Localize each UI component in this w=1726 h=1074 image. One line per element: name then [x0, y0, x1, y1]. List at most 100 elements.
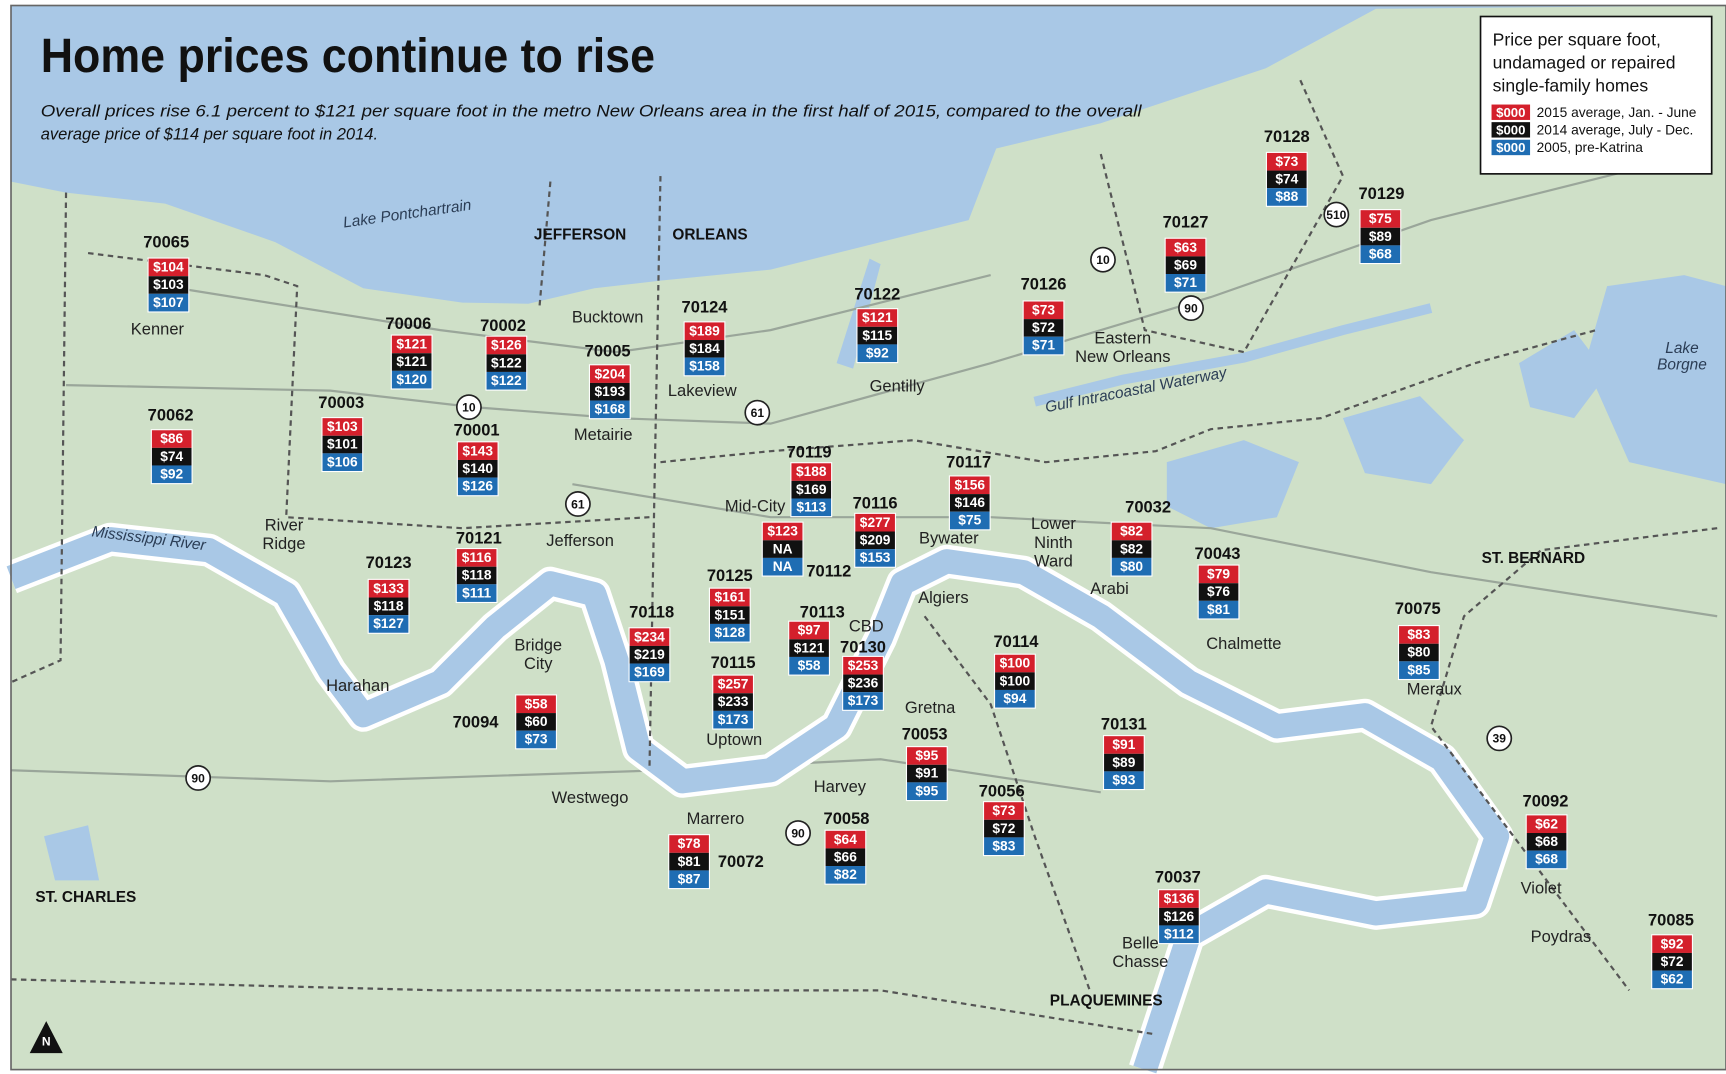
price-swatch — [456, 549, 497, 567]
price-label: $115 — [862, 328, 892, 343]
price-label: $277 — [860, 515, 891, 530]
price-swatch — [995, 654, 1035, 673]
zip-code: 70129 — [1359, 185, 1405, 203]
price-label: $169 — [634, 665, 665, 680]
price-label: $121 — [396, 354, 427, 369]
price-label: $68 — [1369, 246, 1392, 261]
zip-code: 70126 — [1021, 275, 1067, 293]
price-swatch — [391, 353, 432, 371]
legend-label: 2014 average, July - Dec. — [1537, 123, 1694, 138]
zip-code: 70056 — [979, 783, 1025, 801]
place-label: Gentilly — [870, 378, 926, 396]
region-label: ST. BERNARD — [1482, 550, 1585, 567]
price-swatch — [825, 848, 866, 867]
price-label: $106 — [327, 454, 358, 469]
legend-title: single-family homes — [1493, 76, 1649, 96]
price-swatch — [709, 606, 750, 624]
place-label: River — [265, 516, 304, 534]
place-label: Meraux — [1407, 680, 1463, 698]
price-label: $68 — [1535, 852, 1558, 867]
price-label: $127 — [373, 616, 404, 631]
zip-area: 70118 $234 $219 $169 — [628, 603, 674, 683]
zip-area: 70092 $62 $68 $68 — [1523, 793, 1568, 870]
zip-area: 70127 $63 $69 $71 — [1163, 214, 1208, 293]
highway-number: 510 — [1326, 208, 1346, 222]
price-swatch — [151, 430, 192, 448]
north-arrow — [29, 1021, 63, 1054]
price-label: $86 — [160, 431, 183, 446]
price-label: NA — [773, 541, 793, 556]
price-swatch — [1360, 245, 1401, 263]
price-swatch — [1399, 626, 1439, 644]
price-label: $104 — [153, 260, 184, 275]
place-label: Bywater — [919, 530, 979, 548]
zip-area: 70125 $161 $151 $128 — [707, 567, 753, 643]
price-swatch — [843, 674, 883, 693]
zip-code: 70113 — [800, 603, 845, 621]
zip-code: 70115 — [711, 654, 756, 672]
price-label: $81 — [678, 854, 701, 869]
price-label: $158 — [689, 359, 720, 374]
price-label: $71 — [1174, 275, 1197, 290]
price-swatch — [456, 584, 497, 602]
price-label: $209 — [860, 532, 891, 547]
highway-shield — [1090, 246, 1116, 273]
price-label: $123 — [767, 524, 798, 539]
legend-swatch — [1491, 122, 1531, 138]
region-label: ORLEANS — [672, 227, 747, 244]
price-swatch — [1159, 925, 1199, 944]
place-label: CBD — [849, 618, 884, 636]
highway-shield — [1486, 725, 1513, 752]
zip-area: 70126 $73 $72 $71 — [1021, 275, 1067, 356]
zip-code: 70131 — [1101, 716, 1147, 734]
price-swatch — [1023, 301, 1064, 320]
zip-code: 70072 — [718, 853, 764, 871]
price-swatch — [709, 623, 750, 642]
place-label: City — [524, 655, 553, 673]
price-swatch — [1111, 540, 1152, 558]
zip-code: 70122 — [854, 285, 900, 303]
price-label: $83 — [1407, 627, 1430, 642]
place-label: Marrero — [687, 810, 745, 828]
price-swatch — [1165, 238, 1206, 257]
place-label: New Orleans — [1075, 348, 1170, 366]
price-swatch — [789, 656, 829, 675]
price-swatch — [791, 463, 832, 481]
price-swatch — [1111, 557, 1152, 576]
price-swatch — [486, 371, 527, 390]
price-swatch — [762, 557, 803, 576]
zip-code: 70119 — [787, 444, 832, 462]
price-swatch — [590, 400, 630, 419]
price-swatch — [713, 710, 753, 729]
place-label: Chasse — [1112, 953, 1168, 971]
price-label: $151 — [715, 607, 746, 622]
highway-shield — [785, 820, 811, 846]
price-label: $94 — [1003, 691, 1026, 706]
price-label: $101 — [327, 437, 358, 452]
legend-swatch-label: $000 — [1496, 105, 1525, 120]
zip-code: 70006 — [385, 315, 431, 333]
price-label: $75 — [1369, 211, 1392, 226]
price-swatch — [148, 276, 189, 294]
roads — [10, 163, 1718, 794]
legend-label: 2015 average, Jan. - June — [1537, 105, 1697, 120]
title: Home prices continue to rise — [41, 29, 655, 83]
price-label: $111 — [462, 585, 491, 600]
zip-area: 70131 $91 $89 $93 — [1101, 716, 1147, 791]
zip-area: 70005 $204 $193 $168 — [585, 342, 631, 420]
price-swatch — [391, 370, 432, 389]
price-label: $121 — [396, 337, 427, 352]
price-swatch — [629, 645, 670, 664]
zip-area: 70115 $257 $233 $173 — [711, 654, 756, 730]
price-swatch — [949, 476, 990, 495]
price-swatch — [368, 597, 409, 616]
price-label: $112 — [1164, 926, 1194, 941]
price-label: $140 — [462, 461, 493, 476]
price-label: $97 — [798, 623, 821, 638]
price-swatch — [1104, 736, 1144, 754]
price-swatch — [1360, 210, 1401, 228]
price-swatch — [669, 835, 709, 853]
zip-area: 70058 $64 $66 $82 — [824, 810, 869, 885]
price-label: $126 — [491, 338, 522, 353]
price-label: $81 — [1207, 602, 1230, 617]
